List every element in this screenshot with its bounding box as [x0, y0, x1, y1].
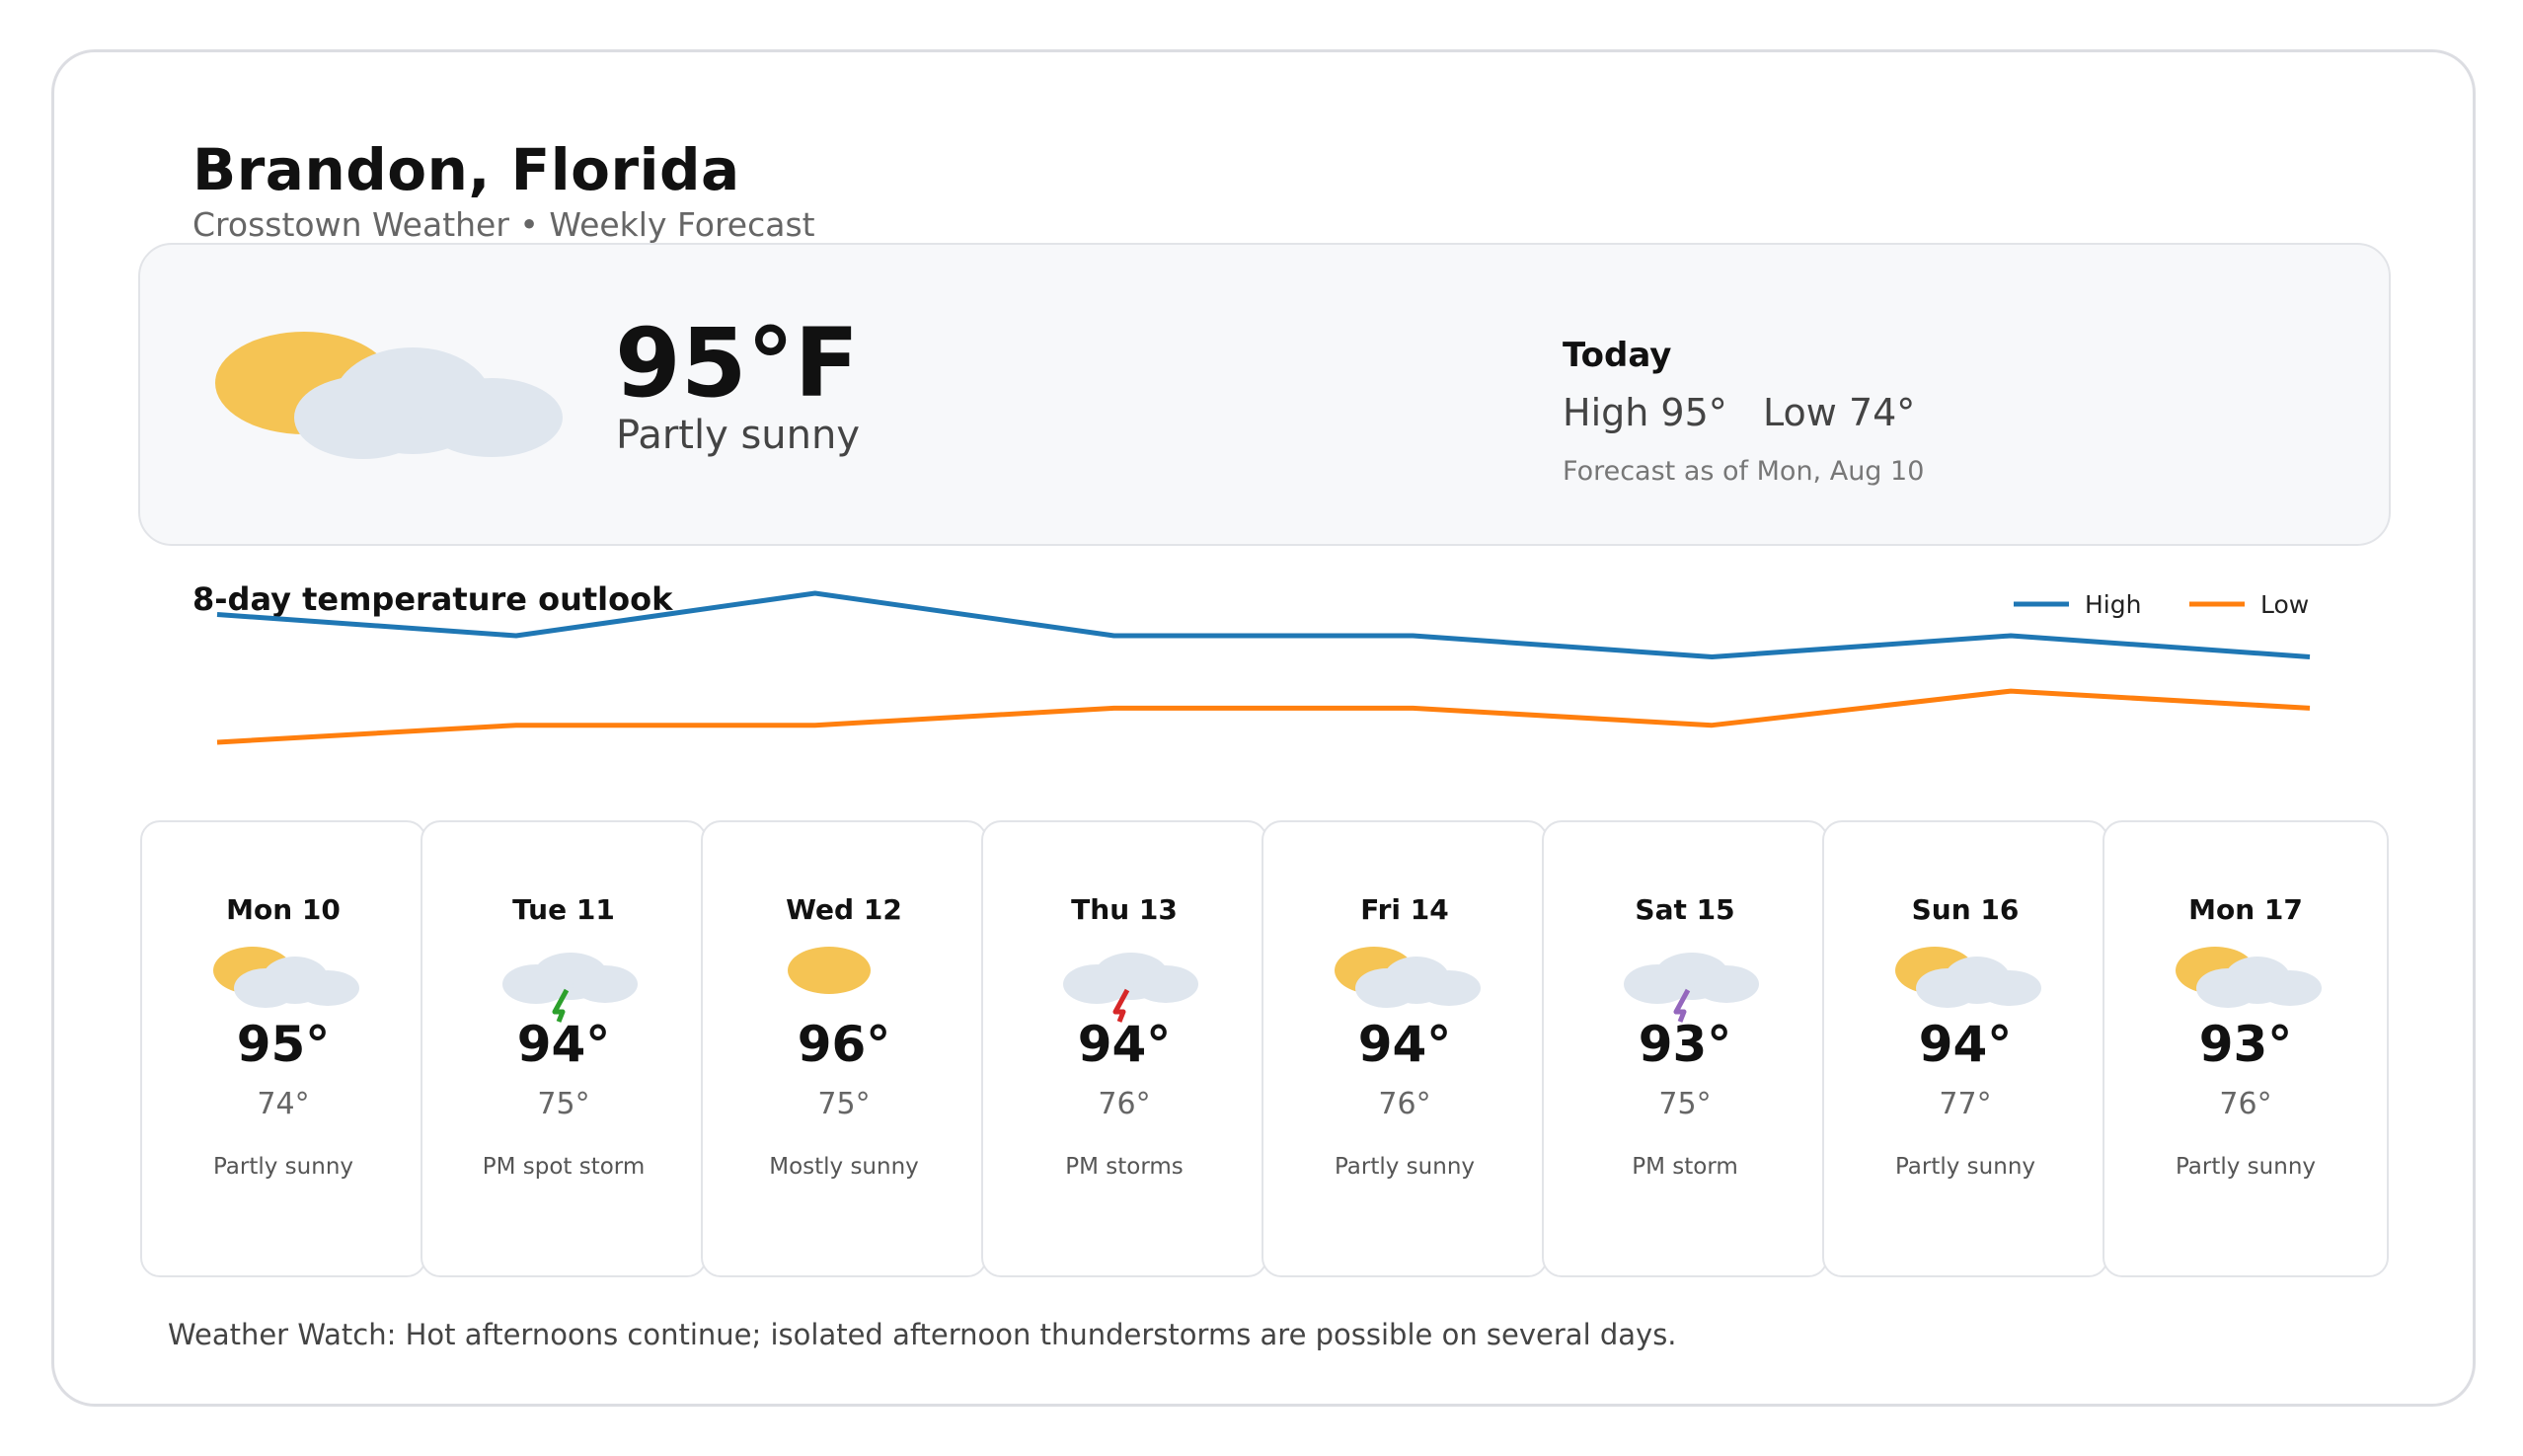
storm-cloud-icon: [502, 953, 638, 1023]
day-condition: Partly sunny: [212, 1154, 354, 1180]
day-high-temp: 93°: [1638, 1016, 1732, 1073]
day-card[interactable]: Wed 12 96° 75° Mostly sunny: [701, 820, 987, 1277]
sun-icon: [788, 947, 871, 994]
day-condition: PM storm: [1632, 1154, 1738, 1180]
day-name: Thu 13: [1071, 893, 1178, 926]
day-high-temp: 94°: [516, 1016, 611, 1073]
storm-cloud-icon: [1063, 953, 1198, 1023]
today-low: Low 74°: [1763, 391, 1916, 434]
day-name: Mon 10: [226, 893, 341, 926]
day-name: Wed 12: [786, 893, 902, 926]
today-high-low: High 95° Low 74°: [1563, 391, 1915, 434]
day-card[interactable]: Thu 13 94° 76° PM storms: [981, 820, 1267, 1277]
day-condition: Mostly sunny: [769, 1154, 919, 1180]
day-card[interactable]: Mon 10 95° 74° Partly sunny: [140, 820, 426, 1277]
day-high-temp: 94°: [1918, 1016, 2013, 1073]
day-high-temp: 93°: [2198, 1016, 2293, 1073]
day-high-temp: 95°: [236, 1016, 331, 1073]
day-name: Tue 11: [512, 893, 615, 926]
day-card[interactable]: Sun 16 94° 77° Partly sunny: [1822, 820, 2108, 1277]
day-card[interactable]: Sat 15 93° 75° PM storm: [1542, 820, 1828, 1277]
day-low-temp: 75°: [817, 1087, 871, 1121]
weather-watch-note: Weather Watch: Hot afternoons continue; …: [168, 1318, 1677, 1351]
partly-sunny-icon: [2176, 947, 2322, 1008]
day-card[interactable]: Tue 11 94° 75° PM spot storm: [420, 820, 707, 1277]
today-high: High 95°: [1563, 391, 1727, 434]
day-condition: PM storms: [1065, 1154, 1184, 1180]
today-label: Today: [1563, 336, 1672, 375]
current-condition: Partly sunny: [616, 413, 861, 458]
day-low-temp: 76°: [1098, 1087, 1151, 1121]
day-high-temp: 94°: [1077, 1016, 1172, 1073]
day-card[interactable]: Mon 17 93° 76° Partly sunny: [2102, 820, 2389, 1277]
day-high-temp: 94°: [1357, 1016, 1452, 1073]
day-name: Mon 17: [2188, 893, 2303, 926]
day-name: Fri 14: [1360, 893, 1449, 926]
day-high-temp: 96°: [797, 1016, 891, 1073]
partly-sunny-icon: [1335, 947, 1481, 1008]
partly-sunny-icon: [215, 332, 563, 459]
day-low-temp: 75°: [1658, 1087, 1712, 1121]
day-low-temp: 76°: [1378, 1087, 1431, 1121]
city-title: Brandon, Florida: [192, 136, 740, 203]
day-card[interactable]: Fri 14 94° 76° Partly sunny: [1262, 820, 1548, 1277]
storm-cloud-icon: [1624, 953, 1759, 1023]
day-low-temp: 77°: [1939, 1087, 1992, 1121]
current-temperature: 95°F: [615, 308, 860, 419]
day-low-temp: 76°: [2219, 1087, 2272, 1121]
day-condition: Partly sunny: [2175, 1154, 2317, 1180]
day-name: Sat 15: [1635, 893, 1735, 926]
partly-sunny-icon: [213, 947, 359, 1008]
page-subtitle: Crosstown Weather • Weekly Forecast: [192, 205, 815, 244]
day-low-temp: 75°: [537, 1087, 590, 1121]
day-condition: Partly sunny: [1334, 1154, 1476, 1180]
day-condition: Partly sunny: [1894, 1154, 2036, 1180]
day-name: Sun 16: [1911, 893, 2020, 926]
partly-sunny-icon: [1895, 947, 2041, 1008]
forecast-timestamp: Forecast as of Mon, Aug 10: [1563, 456, 1925, 487]
day-low-temp: 74°: [257, 1087, 310, 1121]
chart-title: 8-day temperature outlook: [192, 580, 673, 618]
day-condition: PM spot storm: [482, 1154, 646, 1180]
